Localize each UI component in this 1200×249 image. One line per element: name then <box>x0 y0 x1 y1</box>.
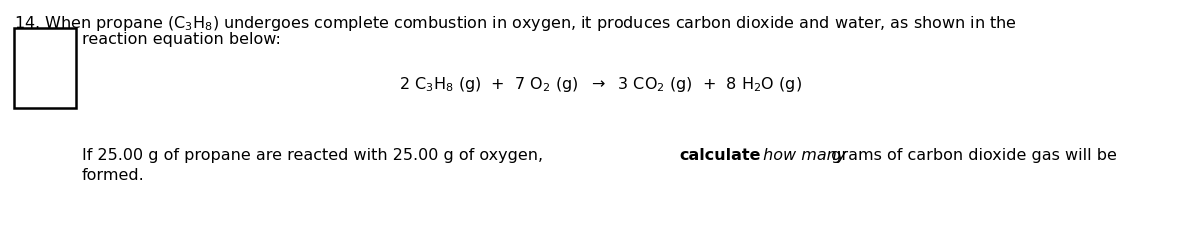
Text: how many: how many <box>758 148 846 163</box>
Text: formed.: formed. <box>82 168 145 183</box>
Text: 2 C$_3$H$_8$ (g)  +  7 O$_2$ (g)  $\rightarrow$  3 CO$_2$ (g)  +  8 H$_2$O (g): 2 C$_3$H$_8$ (g) + 7 O$_2$ (g) $\rightar… <box>398 75 802 94</box>
Text: reaction equation below:: reaction equation below: <box>82 32 281 47</box>
Text: 14. When propane (C$_3$H$_8$) undergoes complete combustion in oxygen, it produc: 14. When propane (C$_3$H$_8$) undergoes … <box>14 14 1016 33</box>
Text: calculate: calculate <box>679 148 761 163</box>
FancyBboxPatch shape <box>14 28 76 108</box>
Text: grams of carbon dioxide gas will be: grams of carbon dioxide gas will be <box>826 148 1117 163</box>
Text: If 25.00 g of propane are reacted with 25.00 g of oxygen,: If 25.00 g of propane are reacted with 2… <box>82 148 548 163</box>
